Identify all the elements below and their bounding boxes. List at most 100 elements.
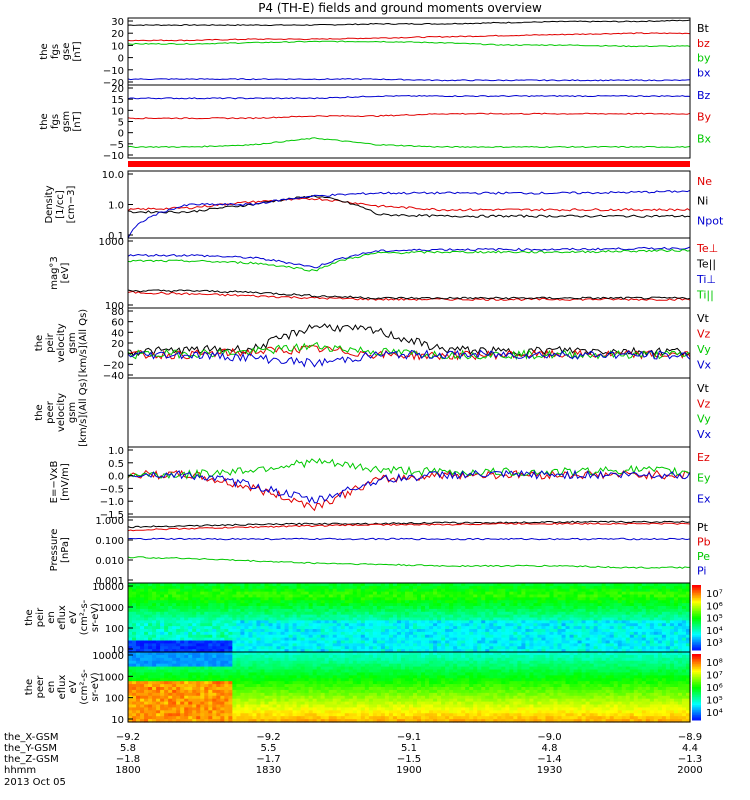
spectrogram-cell <box>256 701 262 706</box>
spectrogram-cell <box>252 583 258 587</box>
spectrogram-cell <box>280 614 286 619</box>
spectrogram-cell <box>336 606 342 610</box>
spectrogram-cell <box>593 608 599 613</box>
spectrogram-cell <box>404 643 410 647</box>
spectrogram-cell <box>148 666 153 671</box>
spectrogram-cell <box>413 623 418 627</box>
spectrogram-cell <box>633 606 639 610</box>
spectrogram-cell <box>164 637 169 642</box>
spectrogram-cell <box>505 617 510 621</box>
spectrogram-cell <box>388 585 394 590</box>
spectrogram-cell <box>140 695 145 700</box>
spectrogram-cell <box>537 594 543 598</box>
spectrogram-cell <box>521 606 527 610</box>
spectrogram-cell <box>152 678 157 682</box>
spectrogram-cell <box>529 591 535 596</box>
spectrogram-cell <box>240 660 246 665</box>
spectrogram-cell <box>481 617 486 621</box>
spectrogram-cell <box>168 689 173 694</box>
spectrogram-cell <box>136 672 141 676</box>
spectrogram-cell <box>413 631 418 636</box>
spectrogram-cell <box>192 606 197 610</box>
spectrogram-cell <box>364 606 370 610</box>
spectrogram-cell <box>204 657 209 662</box>
spectrogram-cell <box>292 687 298 691</box>
spectrogram-cell <box>461 603 466 607</box>
spectrogram-cell <box>605 606 611 610</box>
spectrogram-cell <box>569 631 575 636</box>
spectrogram-cell <box>172 652 177 656</box>
spectrogram-cell <box>669 643 675 647</box>
spectrogram-cell <box>336 689 342 694</box>
spectrogram-cell <box>256 666 262 671</box>
spectrogram-cell <box>188 704 193 709</box>
spectrogram-cell <box>585 583 591 587</box>
spectrogram-cell <box>280 654 286 659</box>
spectrogram-cell <box>360 585 366 590</box>
spectrogram-cell <box>485 583 490 587</box>
spectrogram-cell <box>260 617 266 621</box>
spectrogram-cell <box>316 681 322 685</box>
spectrogram-cell <box>240 684 246 688</box>
spectrogram-cell <box>493 594 498 598</box>
spectrogram-cell <box>649 634 655 639</box>
spectrogram-cell <box>352 606 358 610</box>
spectrogram-cell <box>180 678 185 682</box>
spectrogram-cell <box>473 629 478 633</box>
spectrogram-cell <box>188 663 193 668</box>
spectrogram-cell <box>429 594 434 598</box>
spectrogram-cell <box>148 684 153 688</box>
spectrogram-cell <box>617 585 623 590</box>
spectrogram-cell <box>348 704 354 709</box>
spectrogram-cell <box>308 643 314 647</box>
spectrogram-cell <box>204 654 209 659</box>
spectrogram-cell <box>417 626 422 630</box>
spectrogram-cell <box>304 614 310 619</box>
spectrogram-cell <box>465 588 470 593</box>
spectrogram-cell <box>585 620 591 624</box>
spectrogram-cell <box>248 629 254 633</box>
spectrogram-cell <box>669 626 675 630</box>
spectrogram-cell <box>312 701 318 706</box>
spectrogram-cell <box>240 603 246 607</box>
spectrogram-cell <box>396 623 402 627</box>
spectrogram-cell <box>485 585 490 590</box>
y-tick-label: 60 <box>111 318 124 329</box>
spectrogram-cell <box>352 695 358 700</box>
spectrogram-cell <box>336 713 342 717</box>
spectrogram-cell <box>208 617 213 621</box>
spectrogram-cell <box>617 588 623 593</box>
spectrogram-cell <box>268 640 274 644</box>
spectrogram-cell <box>324 701 330 706</box>
spectrogram-cell <box>156 585 161 590</box>
spectrogram-cell <box>525 588 531 593</box>
spectrogram-cell <box>244 646 250 650</box>
spectrogram-cell <box>308 652 314 656</box>
spectrogram-cell <box>400 617 406 621</box>
spectrogram-cell <box>216 660 221 665</box>
spectrogram-cell <box>240 652 246 656</box>
spectrogram-cell <box>473 634 478 639</box>
legend-Vt: Vt <box>697 312 710 325</box>
spectrogram-cell <box>360 597 366 601</box>
spectrogram-cell <box>236 666 241 671</box>
spectrogram-cell <box>196 591 201 596</box>
spectrogram-cell <box>224 707 229 711</box>
spectrogram-cell <box>200 620 205 624</box>
spectrogram-cell <box>152 583 157 587</box>
spectrogram-cell <box>465 583 470 587</box>
legend-Pe: Pe <box>697 550 710 563</box>
spectrogram-cell <box>360 603 366 607</box>
spectrogram-cell <box>256 689 262 694</box>
spectrogram-cell <box>220 643 225 647</box>
spectrogram-cell <box>140 614 145 619</box>
spectrogram-cell <box>441 626 446 630</box>
spectrogram-cell <box>621 608 627 613</box>
spectrogram-cell <box>180 681 185 685</box>
spectrogram-cell <box>533 646 539 650</box>
spectrogram-cell <box>140 626 145 630</box>
spectrogram-cell <box>340 689 346 694</box>
spectrogram-cell <box>445 588 450 593</box>
series-line-Bz <box>127 94 691 100</box>
